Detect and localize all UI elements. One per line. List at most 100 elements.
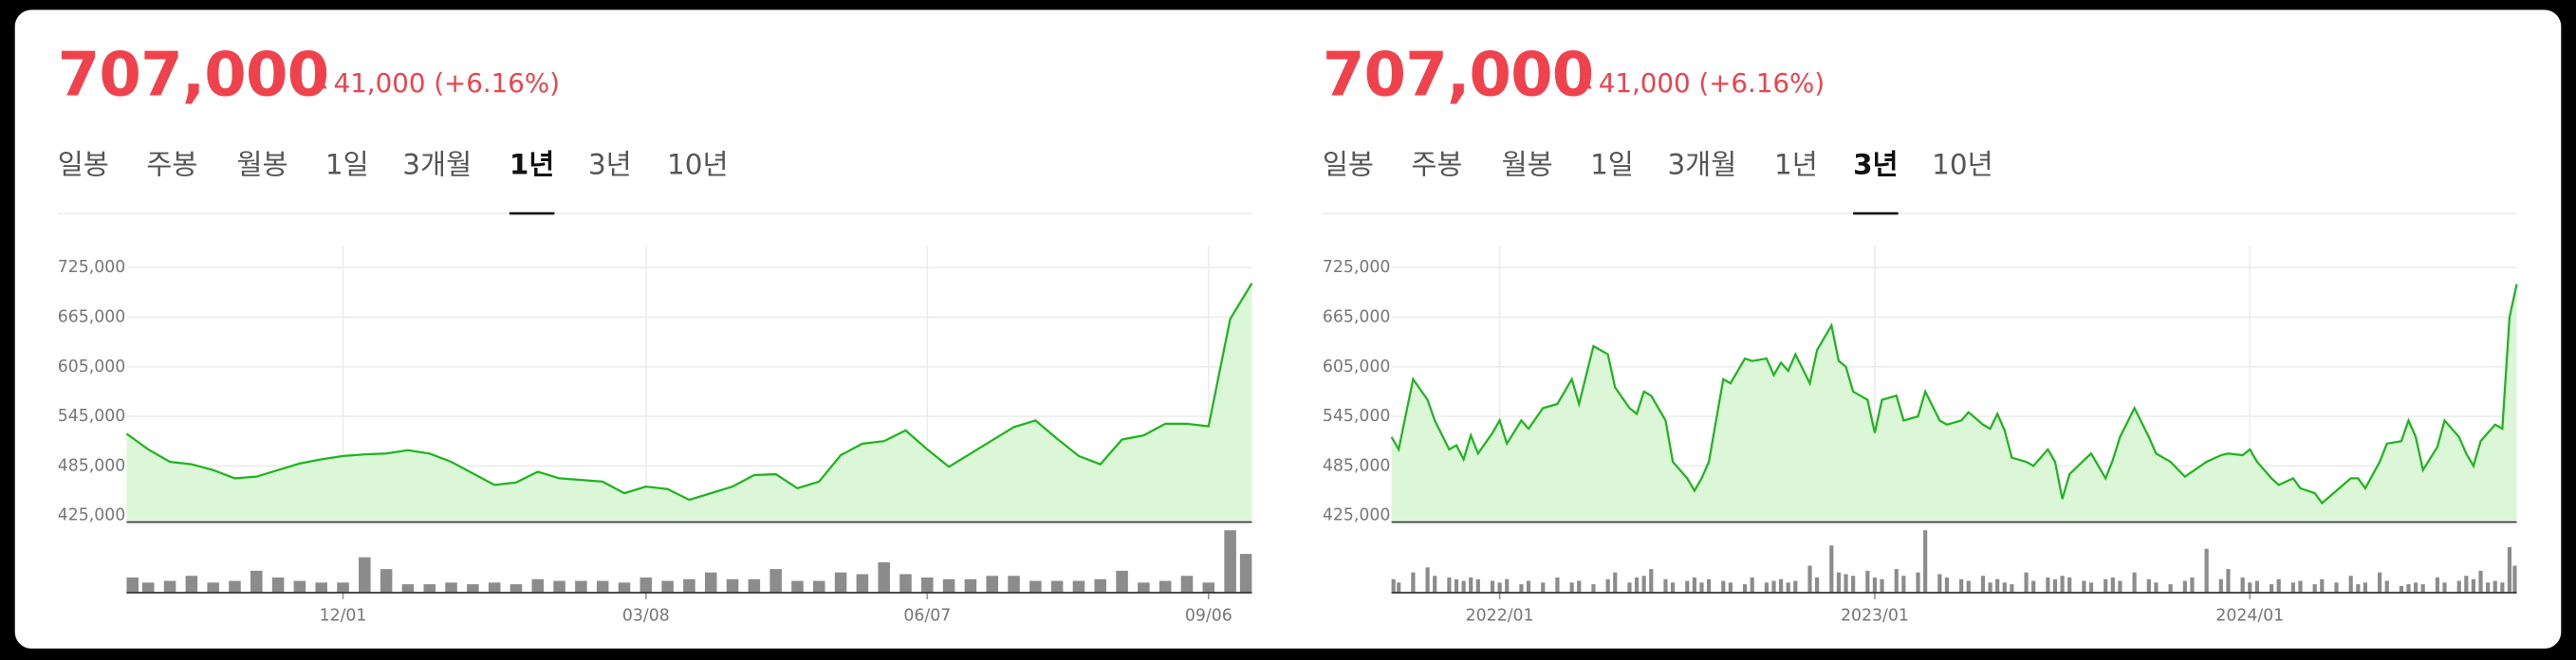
volume-bar <box>2276 578 2281 594</box>
price-change: 41,000 (+6.16%) <box>1599 67 1825 99</box>
volume-bar <box>1923 530 1928 594</box>
volume-bar <box>380 569 393 594</box>
volume-bar <box>1670 582 1676 594</box>
volume-bar <box>1425 567 1430 594</box>
y-tick-label: 665,000 <box>58 307 126 326</box>
volume-bar <box>1793 580 1798 594</box>
volume-bar <box>1526 580 1531 594</box>
volume-bar <box>337 582 349 594</box>
volume-bar <box>769 569 782 594</box>
volume-bar <box>1944 578 1950 594</box>
volume-bar <box>683 578 695 594</box>
volume-bar <box>1411 572 1416 594</box>
period-tab[interactable]: 3개월 <box>1667 149 1736 181</box>
volume-bar <box>126 578 139 594</box>
period-tab[interactable]: 월봉 <box>1502 149 1553 181</box>
y-tick-label: 605,000 <box>58 358 126 376</box>
period-tab[interactable]: 월봉 <box>236 149 287 181</box>
volume-bar <box>986 576 998 594</box>
volume-bar <box>1663 578 1668 594</box>
volume-bar <box>791 580 804 594</box>
volume-bar <box>1829 545 1834 594</box>
period-tab[interactable]: 10년 <box>1932 149 1993 181</box>
period-tab[interactable]: 1년 <box>1774 149 1818 181</box>
volume-bar <box>1728 582 1733 594</box>
volume-bar <box>2082 580 2086 594</box>
volume-bar <box>2334 582 2339 594</box>
y-tick-label: 605,000 <box>1323 358 1391 376</box>
volume-bar <box>2363 582 2367 594</box>
volume-bar <box>2088 582 2094 594</box>
volume-bar <box>2046 578 2050 594</box>
volume-bar <box>2290 582 2295 594</box>
volume-bar <box>1461 580 1466 594</box>
volume-bar <box>1591 584 1596 594</box>
x-tick-label: 12/01 <box>320 606 367 625</box>
volume-bar <box>1475 578 1480 594</box>
volume-bar <box>1505 578 1510 594</box>
volume-bar <box>2399 585 2403 594</box>
period-tab[interactable]: 3년 <box>1853 149 1899 181</box>
period-tab[interactable]: 1일 <box>325 149 369 181</box>
volume-bar <box>467 584 479 594</box>
volume-bar <box>2190 578 2195 594</box>
y-tick-label: 665,000 <box>1323 307 1391 326</box>
period-tab[interactable]: 주봉 <box>146 149 197 181</box>
volume-bar <box>1685 580 1690 594</box>
volume-bar <box>1721 580 1726 594</box>
price-change: 41,000 (+6.16%) <box>334 67 560 99</box>
volume-bar <box>1180 576 1194 594</box>
volume-bar <box>141 582 155 594</box>
volume-bar <box>1865 570 1870 594</box>
volume-bar <box>812 580 825 594</box>
volume-bar <box>1641 576 1646 594</box>
volume-bar <box>1750 578 1754 594</box>
volume-bar <box>1844 574 1848 594</box>
volume-bar <box>1627 582 1632 594</box>
volume-bar <box>1397 582 1401 594</box>
volume-bar <box>1239 554 1252 594</box>
volume-bar <box>250 570 263 594</box>
volume-bar <box>704 572 717 594</box>
volume-bar <box>445 582 457 594</box>
period-tab[interactable]: 일봉 <box>1323 149 1374 181</box>
volume-bar <box>1743 584 1748 594</box>
volume-bar <box>2464 576 2469 594</box>
period-tab[interactable]: 3년 <box>588 149 632 181</box>
volume-bar <box>1692 578 1696 594</box>
volume-bar <box>207 582 219 594</box>
volume-bar <box>1937 574 1942 594</box>
volume-bar <box>1605 578 1610 594</box>
volume-bar <box>2052 578 2058 594</box>
y-tick-label: 425,000 <box>1323 506 1391 525</box>
volume-bar <box>1980 576 1986 594</box>
x-tick-label: 03/08 <box>622 606 670 625</box>
volume-bar <box>2060 576 2065 594</box>
volume-bar <box>1224 530 1236 594</box>
volume-bar <box>271 578 285 594</box>
period-tab[interactable]: 1일 <box>1590 149 1634 181</box>
volume-bar <box>1815 578 1820 594</box>
period-tab[interactable]: 주봉 <box>1411 149 1462 181</box>
period-tab[interactable]: 10년 <box>667 149 729 181</box>
volume-bar <box>2442 582 2447 594</box>
period-tab[interactable]: 일봉 <box>58 149 109 181</box>
volume-bar <box>2478 570 2483 594</box>
volume-bar <box>1966 580 1971 594</box>
volume-bar <box>661 580 674 594</box>
period-tab[interactable]: 3개월 <box>402 149 472 181</box>
volume-bar <box>2406 584 2411 594</box>
period-tab[interactable]: 1년 <box>510 149 555 181</box>
volume-bar <box>2493 580 2497 594</box>
y-tick-label: 725,000 <box>58 258 126 277</box>
volume-bar <box>2471 578 2476 594</box>
volume-bar <box>2269 584 2274 594</box>
volume-bar <box>899 574 912 594</box>
price-area <box>126 283 1252 522</box>
volume-bar <box>2248 582 2252 594</box>
volume-bar <box>2031 580 2036 594</box>
volume-bar <box>2168 584 2173 594</box>
volume-bar <box>2110 578 2115 594</box>
